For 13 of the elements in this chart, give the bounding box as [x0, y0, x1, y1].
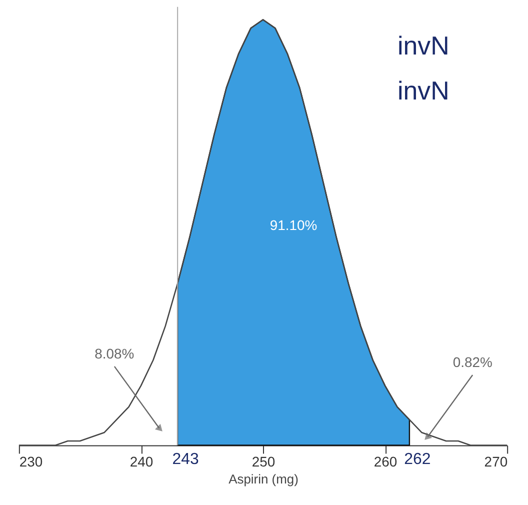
x-tick-label: 260 — [374, 454, 398, 470]
x-tick-label: 250 — [252, 454, 276, 470]
annotation: 262 — [404, 451, 431, 468]
annotation: 8.08% — [94, 345, 134, 362]
x-tick-label: 270 — [484, 454, 508, 470]
annotation: invN — [397, 78, 450, 106]
annotation: 243 — [172, 451, 199, 468]
annotation: 91.10% — [270, 217, 318, 234]
x-tick-label: 240 — [130, 454, 154, 470]
x-tick-label: 230 — [19, 454, 43, 470]
x-axis-title: Aspirin (mg) — [228, 472, 298, 487]
annotation: 0.82% — [452, 354, 492, 370]
annotation: invN — [397, 32, 450, 61]
